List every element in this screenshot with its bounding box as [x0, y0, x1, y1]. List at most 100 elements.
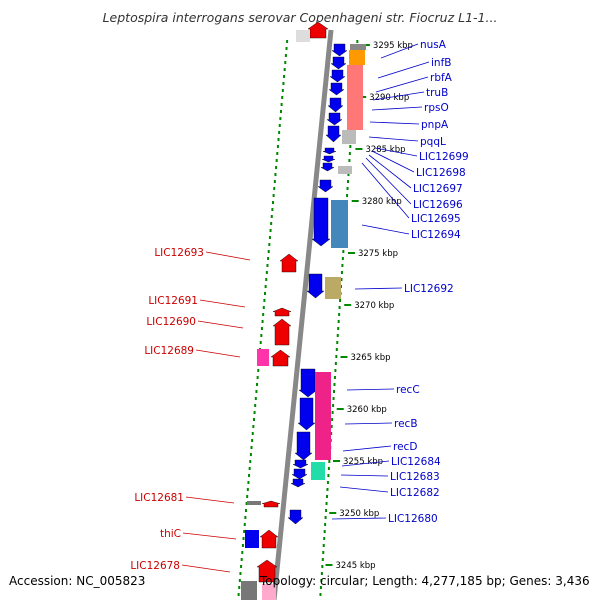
boundary-dot [278, 131, 281, 134]
track-block [342, 130, 356, 144]
gene-label-LIC12690: LIC12690 [146, 316, 196, 328]
boundary-dot [278, 124, 281, 127]
boundary-dot [346, 187, 349, 190]
boundary-dot [280, 103, 283, 106]
boundary-dot [243, 530, 246, 533]
label-leader [195, 349, 241, 358]
label-leader [185, 496, 235, 504]
track-block [350, 44, 366, 50]
boundary-dot [251, 432, 254, 435]
gene-arrow-plus [330, 56, 347, 70]
gene-arrow-plus [329, 69, 346, 83]
boundary-dot [247, 481, 250, 484]
feature-block [296, 30, 310, 42]
boundary-dot [251, 439, 254, 442]
gene-arrow-plus [292, 459, 309, 469]
gene-label-pnpA: pnpA [421, 119, 449, 131]
label-leader [181, 564, 231, 573]
boundary-dot [323, 537, 326, 540]
boundary-dot [264, 292, 267, 295]
boundary-dot [324, 523, 327, 526]
gene-arrow-plus [311, 197, 331, 247]
feature-block [245, 530, 259, 548]
boundary-dot [271, 208, 274, 211]
gene-arrow-minus [259, 529, 279, 549]
boundary-dot [283, 75, 286, 78]
boundary-dot [254, 397, 257, 400]
boundary-dot [319, 593, 322, 596]
track-block [331, 200, 348, 248]
boundary-dot [254, 404, 257, 407]
boundary-dot [252, 418, 255, 421]
label-leader [342, 445, 392, 452]
boundary-dot [341, 257, 344, 260]
boundary-dot [276, 145, 279, 148]
scale-tick-label: 3265 kbp [350, 353, 390, 363]
boundary-dot [241, 544, 244, 547]
gene-label-rpsO: rpsO [424, 102, 449, 114]
boundary-dot [268, 243, 271, 246]
gene-arrow-minus [307, 21, 329, 39]
scale-tick-label: 3275 kbp [358, 249, 398, 259]
scale-tick-label: 3270 kbp [354, 301, 394, 311]
boundary-dot [321, 565, 324, 568]
boundary-dot [320, 579, 323, 582]
label-leader [339, 486, 389, 493]
boundary-dot [326, 495, 328, 498]
gene-arrow-minus [279, 253, 299, 273]
gene-arrow-plus [297, 397, 316, 431]
label-leader [344, 422, 393, 425]
boundary-dot [246, 495, 249, 498]
label-leader [369, 121, 420, 125]
gene-arrow-minus [272, 318, 292, 346]
label-leader [361, 224, 410, 235]
label-leader [371, 150, 415, 173]
boundary-dot [270, 222, 273, 225]
track-block [325, 277, 341, 299]
boundary-dot [323, 530, 326, 533]
label-leader [380, 43, 419, 59]
boundary-dot [279, 110, 282, 113]
boundary-dot [260, 327, 263, 330]
boundary-dot [327, 467, 330, 470]
gene-label-LIC12699: LIC12699 [419, 151, 469, 163]
boundary-dot [249, 453, 252, 456]
boundary-dot [335, 348, 338, 351]
boundary-dot [334, 369, 337, 372]
feature-block [262, 584, 276, 600]
boundary-dot [265, 271, 268, 274]
gene-arrow-plus [290, 478, 306, 488]
boundary-dot [263, 299, 266, 302]
boundary-dot [339, 299, 342, 302]
label-leader [368, 154, 412, 189]
label-leader [368, 136, 419, 142]
track-block [347, 65, 363, 130]
gene-label-LIC12692: LIC12692 [404, 283, 454, 295]
gene-label-truB: truB [426, 87, 448, 99]
boundary-dot [255, 390, 258, 393]
boundary-dot [328, 460, 331, 463]
gene-label-LIC12697: LIC12697 [413, 183, 463, 195]
gene-arrow-plus [331, 43, 348, 57]
boundary-dot [282, 82, 285, 85]
boundary-dot [244, 509, 247, 512]
boundary-dot [341, 264, 344, 267]
boundary-dot [253, 411, 256, 414]
gene-arrow-plus [298, 368, 318, 398]
boundary-dot [340, 278, 343, 281]
boundary-dot [332, 397, 335, 400]
track-block [315, 372, 331, 460]
boundary-dot [264, 285, 267, 288]
label-leader [374, 147, 418, 157]
feature-block [241, 581, 257, 600]
gene-arrow-plus [327, 97, 344, 113]
boundary-dot [337, 327, 340, 330]
organism-title: Leptospira interrogans serovar Copenhage… [102, 10, 498, 25]
scale-tick-label: 3255 kbp [343, 457, 383, 467]
boundary-dot [248, 467, 251, 470]
boundary-dot [283, 68, 286, 71]
boundary-dot [240, 565, 243, 568]
feature-block [247, 501, 261, 505]
gene-label-LIC12691: LIC12691 [148, 295, 198, 307]
